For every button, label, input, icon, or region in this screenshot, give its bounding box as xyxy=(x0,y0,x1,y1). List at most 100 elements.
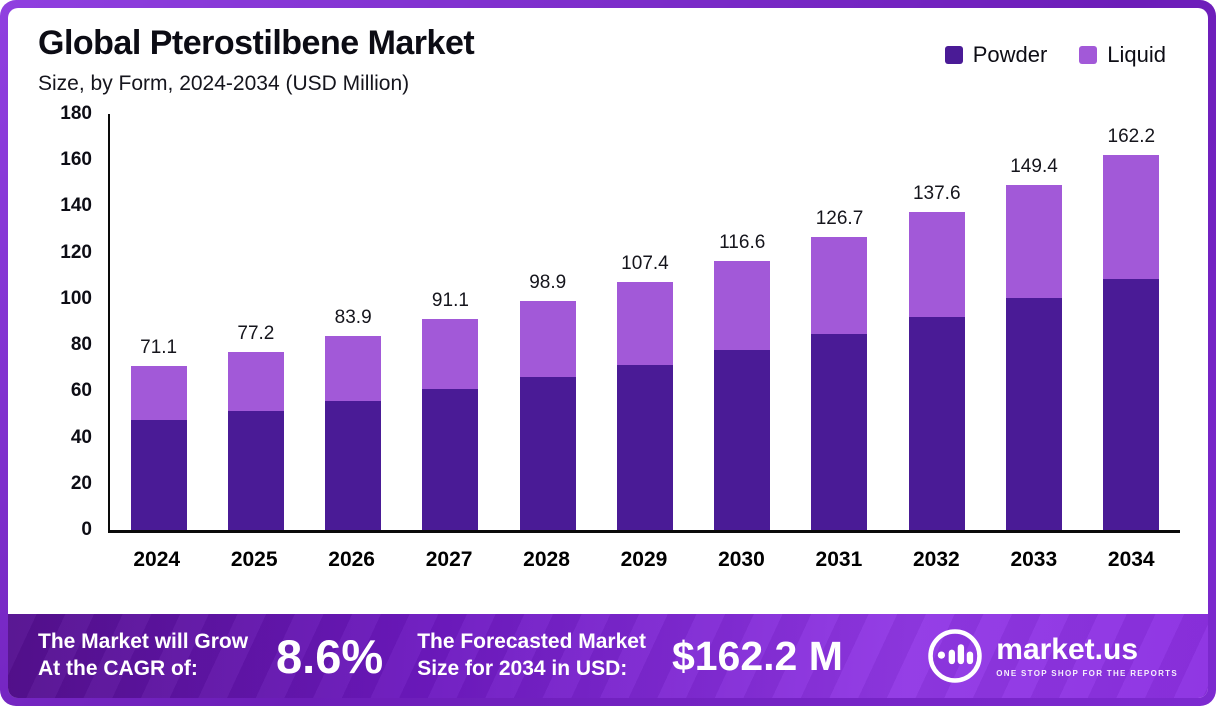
header: Global Pterostilbene Market Size, by For… xyxy=(8,8,1208,96)
bar-group-2029: 107.4 xyxy=(599,114,691,530)
x-axis-label-2024: 2024 xyxy=(133,548,181,571)
bar-segment-powder xyxy=(908,317,965,530)
bar-value-label: 91.1 xyxy=(431,290,469,312)
brand-name: market.us xyxy=(996,632,1139,666)
bar-segment-liquid xyxy=(908,212,965,318)
bar-value-label: 149.4 xyxy=(1010,155,1058,177)
bar-segment-liquid xyxy=(1006,184,1063,299)
chart-subtitle: Size, by Form, 2024-2034 (USD Million) xyxy=(38,72,410,95)
bar-segment-powder xyxy=(714,350,771,530)
x-axis-label-2026: 2026 xyxy=(328,548,375,571)
bar-2032 xyxy=(908,212,965,530)
bar-group-2030: 116.6 xyxy=(696,114,788,530)
y-axis-tick-label: 140 xyxy=(60,195,92,217)
cagr-label: The Market will Grow At the CAGR of: xyxy=(38,630,249,680)
bar-value-label: 137.6 xyxy=(912,183,961,204)
y-axis-tick-label: 20 xyxy=(70,472,92,494)
bar-value-label: 126.7 xyxy=(815,208,864,230)
x-axis-label-2032: 2032 xyxy=(912,548,960,571)
bar-segment-liquid xyxy=(519,301,576,378)
bar-2028 xyxy=(519,301,576,530)
x-axis-label-2027: 2027 xyxy=(425,548,473,571)
liquid-swatch-icon xyxy=(1079,46,1098,64)
forecast-value: $162.2 M xyxy=(671,632,843,679)
bar-group-2024: 71.1 xyxy=(113,114,205,530)
legend-label-liquid: Liquid xyxy=(1107,42,1166,67)
chart-area: 0 20 40 60 80 100 120 140 160 180 71.1 77.2 83.9 91.… xyxy=(42,98,1184,614)
y-axis-tick-label: 40 xyxy=(70,426,92,448)
bar-value-label: 71.1 xyxy=(140,336,178,358)
bar-value-label: 77.2 xyxy=(237,322,275,344)
bar-segment-liquid xyxy=(422,319,479,390)
y-axis-tick-label: 180 xyxy=(60,103,92,124)
bar-group-2034: 162.2 xyxy=(1085,114,1177,530)
bar-segment-powder xyxy=(422,389,479,530)
bar-2033 xyxy=(1006,184,1063,530)
bar-2034 xyxy=(1103,155,1160,530)
bar-2029 xyxy=(616,281,673,530)
title-block: Global Pterostilbene Market Size, by For… xyxy=(38,24,475,96)
forecast-label: The Forecasted Market Size for 2034 in U… xyxy=(417,630,646,680)
y-axis-tick-label: 80 xyxy=(70,334,92,356)
bar-segment-powder xyxy=(519,377,576,530)
brand-block: market.us ONE STOP SHOP FOR THE REPORTS xyxy=(926,627,1178,685)
y-axis-tick-label: 100 xyxy=(60,287,92,309)
bar-group-2033: 149.4 xyxy=(988,114,1080,530)
bar-2025 xyxy=(227,351,284,530)
bar-group-2031: 126.7 xyxy=(793,114,885,530)
y-axis-tick-label: 60 xyxy=(70,380,92,402)
bar-segment-powder xyxy=(811,334,868,530)
legend-item-liquid: Liquid xyxy=(1079,42,1166,68)
x-axis-label-2030: 2030 xyxy=(718,548,765,571)
infographic-card: Global Pterostilbene Market Size, by For… xyxy=(8,8,1208,698)
brand-text: market.us ONE STOP SHOP FOR THE REPORTS xyxy=(996,632,1178,678)
bar-segment-powder xyxy=(227,410,284,530)
bar-2031 xyxy=(811,237,868,530)
cagr-value: 8.6% xyxy=(276,629,384,683)
bar-2030 xyxy=(714,260,771,530)
bar-segment-liquid xyxy=(1103,155,1160,279)
bar-value-label: 116.6 xyxy=(719,231,766,253)
bar-segment-powder xyxy=(1006,298,1063,530)
y-axis-tick-label: 0 xyxy=(81,519,92,540)
x-axis-label-2025: 2025 xyxy=(230,548,278,571)
bar-group-2028: 98.9 xyxy=(502,114,594,530)
legend-item-powder: Powder xyxy=(944,42,1048,68)
bar-segment-powder xyxy=(325,400,382,530)
x-axis: 2024 2025 2026 2027 2028 2029 2030 2031 2032 2033… xyxy=(108,548,1180,572)
bar-group-2032: 137.6 xyxy=(891,114,983,530)
y-axis-tick-label: 120 xyxy=(60,241,92,263)
bar-segment-powder xyxy=(616,364,673,530)
page-title: Global Pterostilbene Market xyxy=(38,24,475,62)
x-axis-label-2029: 2029 xyxy=(620,548,668,571)
plot-area: 71.1 77.2 83.9 91.1 98.9 107.4 116.6 126.7 137.6… xyxy=(108,114,1180,533)
bar-2024 xyxy=(130,365,187,530)
x-axis-label-2028: 2028 xyxy=(523,548,570,571)
bar-value-label: 98.9 xyxy=(529,272,567,294)
bar-segment-powder xyxy=(1103,278,1160,530)
bar-segment-liquid xyxy=(227,351,284,411)
bar-2026 xyxy=(325,336,382,530)
bar-group-2027: 91.1 xyxy=(404,114,496,530)
legend-label-powder: Powder xyxy=(972,42,1048,67)
bar-2027 xyxy=(422,319,479,530)
bar-value-label: 162.2 xyxy=(1107,126,1156,148)
bar-segment-liquid xyxy=(714,260,771,351)
footer-banner: The Market will Grow At the CAGR of: 8.6… xyxy=(8,614,1208,698)
y-axis-tick-label: 160 xyxy=(60,149,92,171)
powder-swatch-icon xyxy=(944,46,963,64)
bar-group-2025: 77.2 xyxy=(210,114,302,530)
x-axis-label-2034: 2034 xyxy=(1107,548,1155,571)
x-axis-label-2033: 2033 xyxy=(1010,548,1058,571)
bar-value-label: 107.4 xyxy=(621,252,669,274)
bar-group-2026: 83.9 xyxy=(307,114,399,530)
bar-segment-liquid xyxy=(325,336,382,401)
brand-tagline: ONE STOP SHOP FOR THE REPORTS xyxy=(996,668,1178,678)
legend: Powder Liquid xyxy=(944,42,1166,68)
bar-segment-liquid xyxy=(616,281,673,365)
x-axis-label-2031: 2031 xyxy=(815,548,863,571)
marketus-logo-icon xyxy=(928,629,982,683)
bar-value-label: 83.9 xyxy=(334,307,372,329)
bar-segment-liquid xyxy=(130,365,187,421)
